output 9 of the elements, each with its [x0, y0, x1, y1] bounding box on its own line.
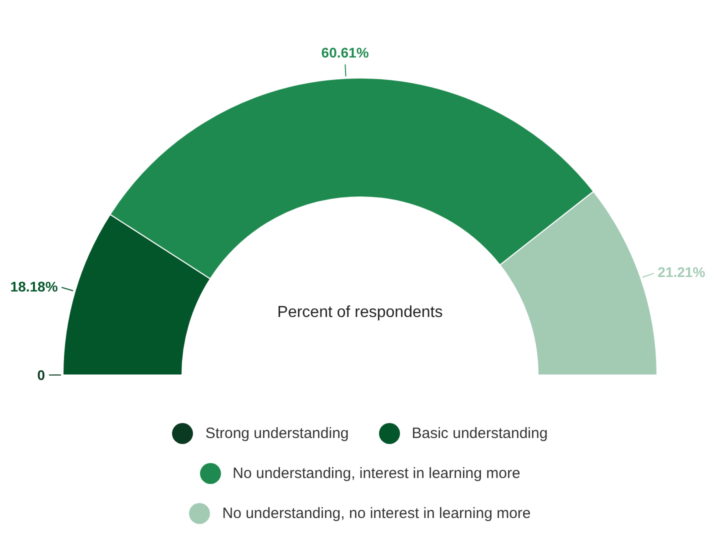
data-label: 60.61% — [321, 44, 370, 60]
data-label: 21.21% — [658, 264, 706, 280]
text: Percent of respondents — [277, 304, 443, 321]
legend-label: Strong understanding — [205, 425, 349, 442]
legend-label: Basic understanding — [412, 425, 548, 442]
text: 0 — [37, 367, 45, 383]
legend-label: No understanding, interest in learning more — [232, 465, 520, 482]
data-label: 18.18% — [10, 278, 58, 294]
legend-label: No understanding, no interest in learning more — [222, 505, 531, 522]
